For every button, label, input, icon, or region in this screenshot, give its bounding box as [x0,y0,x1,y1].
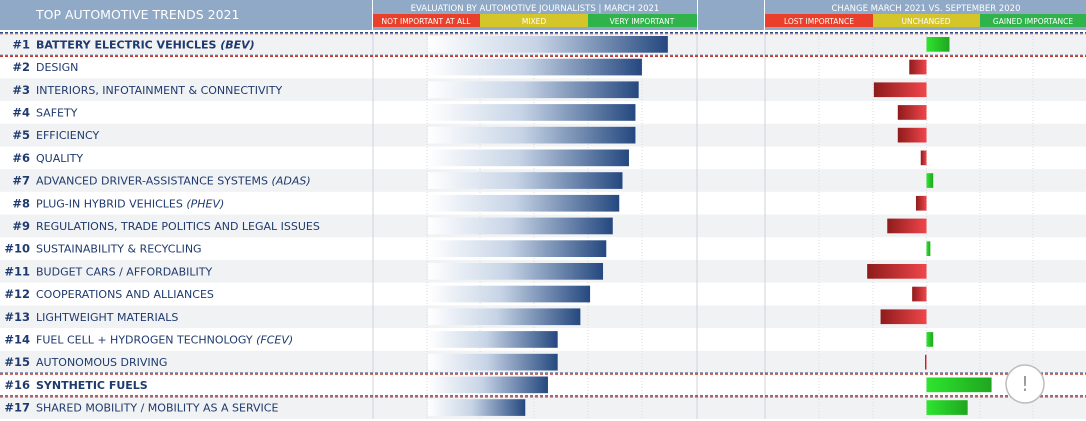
evaluation-title: EVALUATION BY AUTOMOTIVE JOURNALISTS | M… [411,4,660,14]
row-background [0,396,1086,419]
rank-label: #15 [4,355,30,369]
scale-segment-not-important [373,14,480,27]
exclamation-circle-icon[interactable]: ! [1005,364,1045,404]
category-label: INTERIORS, INFOTAINMENT & CONNECTIVITY [36,84,282,97]
rank-label: #6 [12,151,30,165]
scale-label-not-important: NOT IMPORTANT AT ALL [382,17,472,26]
rank-label: #10 [4,242,30,256]
rank-label: #4 [12,105,30,119]
evaluation-bar [428,36,668,53]
evaluation-bar [428,240,607,257]
change-bar-gain [926,377,992,393]
category-label: EFFICIENCY [36,129,99,142]
change-bar-gain [926,332,934,347]
rank-label: #13 [4,310,30,324]
rank-label: #11 [4,264,30,278]
category-label: FUEL CELL + HYDROGEN TECHNOLOGY (FCEV) [36,333,293,346]
category-label: QUALITY [36,152,83,165]
change-bar-loss [873,82,927,98]
scale-segment-gained [980,14,1086,27]
category-label: REGULATIONS, TRADE POLITICS AND LEGAL IS… [36,220,320,233]
rank-label: #5 [12,128,30,142]
evaluation-bar [428,149,629,167]
change-bar-loss [887,218,927,234]
scale-label-very-important: VERY IMPORTANT [610,17,675,26]
change-bar-loss [915,195,927,211]
evaluation-bar [428,331,558,348]
category-label: PLUG-IN HYBRID VEHICLES (PHEV) [36,197,224,210]
rank-label: #8 [12,196,30,210]
rank-label: #17 [4,401,30,415]
rank-label: #7 [12,174,30,188]
chart-title: TOP AUTOMOTIVE TRENDS 2021 [35,7,239,22]
scale-segment-mixed [480,14,588,27]
change-bar-gain [926,241,931,256]
evaluation-bar [428,81,639,99]
rank-label: #3 [12,83,30,97]
rank-label: #14 [4,332,30,346]
change-bar-loss [867,264,927,279]
change-title: CHANGE MARCH 2021 VS. SEPTEMBER 2020 [832,4,1021,14]
scale-label-mixed: MIXED [522,17,547,26]
header-divider [372,0,373,30]
evaluation-bar [428,172,623,189]
evaluation-bar [428,263,604,280]
change-bar-loss [925,354,927,370]
evaluation-bar [428,376,548,394]
scale-segment-very-important [588,14,697,27]
change-bar-loss [897,127,927,143]
evaluation-bar [428,399,526,416]
change-bar-loss [909,59,927,75]
evaluation-bar [428,126,636,144]
category-label: SAFETY [36,106,78,119]
header-divider [764,0,765,30]
evaluation-bar [428,353,558,371]
evaluation-bar [428,104,636,121]
scale-label-gained: GAINED IMPORTANCE [993,17,1073,26]
evaluation-bar [428,308,581,326]
header-divider [697,0,698,30]
category-label: BATTERY ELECTRIC VEHICLES (BEV) [36,38,255,51]
change-bar-loss [880,309,927,325]
category-label: BUDGET CARS / AFFORDABILITY [36,265,212,278]
category-label: COOPERATIONS AND ALLIANCES [36,288,214,301]
evaluation-bar [428,58,642,76]
change-bar-gain [926,173,934,188]
rank-label: #12 [4,287,30,301]
change-bar-loss [897,105,927,120]
scale-label-lost: LOST IMPORTANCE [784,17,854,26]
rank-label: #2 [12,60,30,74]
category-label: SUSTAINABILITY & RECYCLING [36,243,202,256]
change-bar-gain [926,400,968,415]
alert-glyph: ! [1021,372,1029,396]
category-label: SYNTHETIC FUELS [36,379,148,392]
evaluation-bar [428,285,591,303]
scale-segment-lost [765,14,873,27]
change-bar-gain [926,37,950,52]
category-label: AUTONOMOUS DRIVING [36,356,167,369]
category-label: ADVANCED DRIVER-ASSISTANCE SYSTEMS (ADAS… [36,175,311,188]
category-label: DESIGN [36,61,78,74]
change-bar-loss [920,150,927,166]
evaluation-bar [428,194,620,212]
category-label: LIGHTWEIGHT MATERIALS [36,311,178,324]
scale-segment-unchanged [873,14,980,27]
chart-rows: #1 BATTERY ELECTRIC VEHICLES (BEV) #2 DESIG… [0,32,1086,419]
change-bar-loss [912,286,927,302]
category-label: SHARED MOBILITY / MOBILITY AS A SERVICE [36,402,278,415]
scale-label-unchanged: UNCHANGED [901,17,950,26]
rank-label: #9 [12,219,30,233]
evaluation-bar [428,217,613,235]
rank-label: #1 [12,37,30,51]
rank-label: #16 [4,378,30,392]
